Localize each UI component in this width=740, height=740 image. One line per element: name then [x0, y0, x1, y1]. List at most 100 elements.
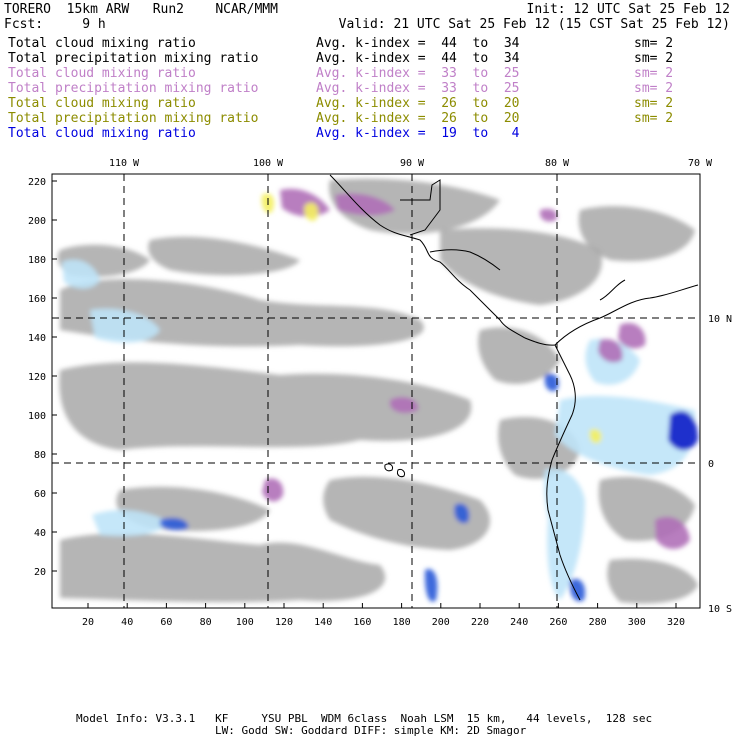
weather-field-area: [668, 411, 698, 451]
x-tick-label: 60: [160, 617, 172, 628]
latitude-label: 10 N: [708, 314, 732, 325]
weather-field-area: [589, 428, 602, 444]
longitude-label: 80 W: [545, 158, 570, 169]
longitude-label: 90 W: [400, 158, 425, 169]
latitude-label: 0: [708, 459, 714, 470]
model-info-line1: Model Info: V3.3.1 KF YSU PBL WDM 6class…: [76, 712, 653, 725]
legend-field: Total precipitation mixing ratio: [8, 111, 259, 126]
weather-field-area: [424, 569, 438, 602]
weather-field-area: [555, 395, 696, 475]
legend-sm: sm= 2: [634, 96, 674, 111]
coastline: [400, 179, 441, 236]
legend-sm: sm= 2: [634, 111, 674, 126]
x-tick-label: 260: [549, 617, 567, 628]
y-tick-label: 20: [34, 567, 46, 578]
weather-field-area: [569, 578, 586, 602]
legend-field: Total cloud mixing ratio: [8, 36, 196, 51]
model-title: TORERO 15km ARW Run2 NCAR/MMM: [4, 2, 278, 17]
legend-field: Total cloud mixing ratio: [8, 66, 196, 81]
weather-field-area: [160, 517, 189, 531]
weather-field-area: [540, 208, 558, 222]
coastline: [546, 344, 581, 601]
valid-time: Valid: 21 UTC Sat 25 Feb 12 (15 CST Sat …: [338, 17, 730, 32]
coastline: [384, 463, 393, 472]
legend-index: Avg. k-index = 19 to 4: [316, 126, 520, 141]
latitude-label: 10 S: [708, 604, 732, 615]
legend-field: Total precipitation mixing ratio: [8, 51, 259, 66]
weather-field-area: [90, 308, 160, 343]
weather-field-area: [618, 322, 646, 349]
y-tick-label: 120: [28, 372, 46, 383]
x-tick-label: 320: [667, 617, 685, 628]
map-frame: [51, 173, 701, 609]
legend-sm: sm= 2: [634, 51, 674, 66]
y-tick-label: 100: [28, 411, 46, 422]
legend-index: Avg. k-index = 33 to 25: [316, 81, 520, 96]
legend-index: Avg. k-index = 44 to 34: [316, 36, 520, 51]
y-tick-label: 80: [34, 450, 46, 461]
legend-index: Avg. k-index = 26 to 20: [316, 96, 520, 111]
weather-field-area: [578, 206, 695, 262]
weather-field-area: [544, 373, 559, 392]
coastline: [599, 279, 626, 301]
y-tick-label: 200: [28, 216, 46, 227]
weather-field-area: [478, 327, 560, 384]
legend-sm: sm= 2: [634, 81, 674, 96]
x-tick-label: 140: [314, 617, 332, 628]
weather-field-area: [440, 228, 602, 305]
weather-field-area: [598, 339, 623, 363]
coastline: [554, 284, 699, 346]
weather-field-area: [92, 510, 170, 537]
x-tick-label: 200: [432, 617, 450, 628]
y-tick-label: 180: [28, 255, 46, 266]
weather-field-area: [390, 397, 419, 413]
forecast-hour: Fcst: 9 h: [4, 17, 106, 32]
weather-field-area: [607, 558, 698, 604]
weather-field-area: [329, 178, 500, 234]
y-tick-label: 140: [28, 333, 46, 344]
x-tick-label: 160: [353, 617, 371, 628]
y-tick-label: 60: [34, 489, 46, 500]
x-tick-label: 40: [121, 617, 133, 628]
longitude-label: 100 W: [253, 158, 284, 169]
model-info-line2: LW: Godd SW: Goddard DIFF: simple KM: 2D…: [215, 724, 527, 737]
weather-field-area: [335, 193, 395, 216]
x-tick-label: 280: [589, 617, 607, 628]
x-tick-label: 180: [393, 617, 411, 628]
longitude-label: 70 W: [688, 158, 713, 169]
legend-field: Total cloud mixing ratio: [8, 96, 196, 111]
coastline: [329, 174, 556, 346]
weather-field-area: [454, 503, 470, 524]
y-tick-label: 40: [34, 528, 46, 539]
y-tick-label: 220: [28, 177, 46, 188]
legend-sm: sm= 2: [634, 66, 674, 81]
weather-field-area: [544, 468, 585, 600]
longitude-label: 110 W: [109, 158, 140, 169]
coastline: [429, 249, 501, 271]
x-tick-label: 240: [510, 617, 528, 628]
weather-field-area: [655, 516, 690, 549]
init-time: Init: 12 UTC Sat 25 Feb 12: [526, 2, 731, 17]
weather-field-area: [148, 236, 300, 276]
legend-index: Avg. k-index = 33 to 25: [316, 66, 520, 81]
weather-field-area: [62, 259, 100, 289]
x-tick-label: 20: [82, 617, 94, 628]
weather-field-area: [304, 202, 319, 221]
x-tick-label: 80: [200, 617, 212, 628]
legend-index: Avg. k-index = 26 to 20: [316, 111, 520, 126]
legend-field: Total cloud mixing ratio: [8, 126, 196, 141]
legend-sm: sm= 2: [634, 36, 674, 51]
legend-index: Avg. k-index = 44 to 34: [316, 51, 520, 66]
legend-field: Total precipitation mixing ratio: [8, 81, 259, 96]
y-tick-label: 160: [28, 294, 46, 305]
weather-field-area: [262, 478, 284, 502]
x-tick-label: 100: [236, 617, 254, 628]
weather-field-area: [60, 533, 386, 603]
x-tick-label: 300: [628, 617, 646, 628]
coastline: [397, 469, 405, 478]
x-tick-label: 220: [471, 617, 489, 628]
x-tick-label: 120: [275, 617, 293, 628]
weather-field-area: [59, 362, 472, 450]
weather-field-area: [323, 476, 490, 550]
